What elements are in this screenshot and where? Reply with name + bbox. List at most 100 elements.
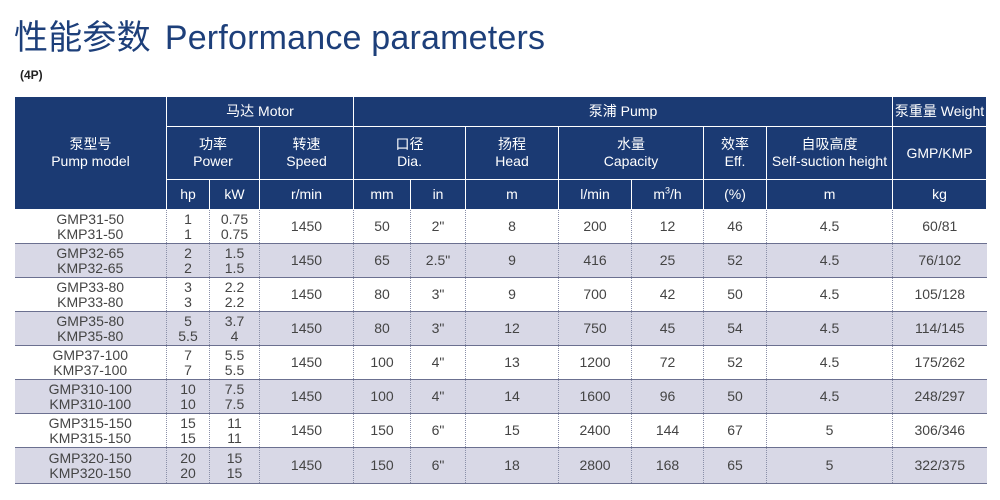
eff-cell: 52: [703, 243, 767, 278]
unit-weight: kg: [892, 179, 988, 210]
performance-table: 泵型号 Pump model 马达 Motor 泵浦 Pump 泵重量 Weig…: [14, 96, 988, 484]
kw-cell: 2.2 2.2: [209, 277, 260, 312]
weight-cell: 105/128: [892, 277, 987, 312]
model-cell: GMP310-100 KMP310-100: [14, 379, 167, 414]
model-cell: GMP32-65 KMP32-65: [14, 243, 167, 278]
kw-cell: 7.5 7.5: [209, 379, 260, 414]
hp-cell: 20 20: [166, 447, 210, 484]
weight-cell: 60/81: [892, 209, 987, 244]
suction-cell: 5: [766, 413, 893, 448]
eff-cell: 67: [703, 413, 767, 448]
head-cell: 13: [465, 345, 559, 380]
weight-cell: 322/375: [892, 447, 987, 484]
kw-cell: 0.75 0.75: [209, 209, 260, 244]
weight-cell: 306/346: [892, 413, 987, 448]
kw-cell: 5.5 5.5: [209, 345, 260, 380]
m3h-cell: 72: [631, 345, 704, 380]
speed-cell: 1450: [258, 379, 354, 414]
hp-cell: 15 15: [166, 413, 210, 448]
table-row: GMP35-80 KMP35-80 5 5.5 3.7 4 1450 80 3" 12…: [14, 311, 987, 346]
weight-cell: 76/102: [892, 243, 987, 278]
speed-cell: 1450: [258, 243, 354, 278]
kw-cell: 3.7 4: [209, 311, 260, 346]
m3h-cell: 96: [631, 379, 704, 414]
eff-cell: 46: [703, 209, 767, 244]
header-suction: 自吸高度 Self-suction height: [766, 126, 894, 180]
eff-cell: 52: [703, 345, 767, 380]
header-weight-label: GMP/KMP: [892, 126, 988, 180]
in-cell: 6": [410, 413, 466, 448]
unit-in: in: [410, 179, 467, 210]
m3h-cell: 42: [631, 277, 704, 312]
group-pump: 泵浦 Pump: [353, 96, 894, 127]
model-cell: GMP35-80 KMP35-80: [14, 311, 167, 346]
eff-cell: 50: [703, 379, 767, 414]
head-cell: 12: [465, 311, 559, 346]
mm-cell: 65: [353, 243, 411, 278]
head-cell: 18: [465, 447, 559, 484]
header-power: 功率 Power: [166, 126, 260, 180]
m3h-cell: 144: [631, 413, 704, 448]
speed-cell: 1450: [258, 345, 354, 380]
mm-cell: 100: [353, 345, 411, 380]
header-model: 泵型号 Pump model: [14, 96, 167, 210]
header-capacity: 水量 Capacity: [558, 126, 705, 180]
title-cn: 性能参数: [14, 19, 151, 57]
page-title: 性能参数 Performance parameters: [14, 18, 545, 58]
group-weight: 泵重量 Weight: [892, 96, 988, 127]
header-speed: 转速 Speed: [258, 126, 355, 180]
lmin-cell: 416: [558, 243, 632, 278]
head-cell: 14: [465, 379, 559, 414]
eff-cell: 65: [703, 447, 767, 484]
unit-eff: (%): [703, 179, 768, 210]
unit-suction: m: [766, 179, 894, 210]
unit-kw: kW: [209, 179, 260, 210]
table-row: GMP320-150 KMP320-150 20 20 15 15 1450 150 …: [14, 447, 987, 484]
lmin-cell: 2400: [558, 413, 632, 448]
m3h-cell: 168: [631, 447, 704, 484]
kw-cell: 15 15: [209, 447, 260, 484]
speed-cell: 1450: [258, 311, 354, 346]
in-cell: 3": [410, 277, 466, 312]
lmin-cell: 200: [558, 209, 632, 244]
lmin-cell: 1600: [558, 379, 632, 414]
unit-hp: hp: [166, 179, 210, 210]
in-cell: 4": [410, 345, 466, 380]
speed-cell: 1450: [258, 447, 354, 484]
title-en: Performance parameters: [164, 19, 546, 57]
hp-cell: 10 10: [166, 379, 210, 414]
weight-cell: 175/262: [892, 345, 987, 380]
mm-cell: 150: [353, 413, 411, 448]
in-cell: 2": [410, 209, 466, 244]
weight-cell: 248/297: [892, 379, 987, 414]
header-eff: 效率 Eff.: [703, 126, 768, 180]
speed-cell: 1450: [258, 209, 354, 244]
m3h-cell: 45: [631, 311, 704, 346]
in-cell: 3": [410, 311, 466, 346]
group-motor: 马达 Motor: [165, 96, 355, 127]
model-cell: GMP320-150 KMP320-150: [14, 447, 167, 484]
suction-cell: 4.5: [766, 345, 893, 380]
table-row: GMP310-100 KMP310-100 10 10 7.5 7.5 1450 10…: [14, 379, 987, 414]
head-cell: 15: [465, 413, 559, 448]
head-cell: 9: [465, 243, 559, 278]
model-cell: GMP37-100 KMP37-100: [14, 345, 167, 380]
subtitle: (4P): [20, 68, 43, 82]
table-row: GMP315-150 KMP315-150 15 15 11 11 1450 150 …: [14, 413, 987, 448]
header-head: 扬程 Head: [465, 126, 560, 180]
m3h-cell: 12: [631, 209, 704, 244]
lmin-cell: 750: [558, 311, 632, 346]
suction-cell: 4.5: [766, 311, 893, 346]
mm-cell: 100: [353, 379, 411, 414]
model-cell: GMP33-80 KMP33-80: [14, 277, 167, 312]
suction-cell: 4.5: [766, 277, 893, 312]
unit-lmin: l/min: [558, 179, 633, 210]
mm-cell: 80: [353, 277, 411, 312]
suction-cell: 5: [766, 447, 893, 484]
